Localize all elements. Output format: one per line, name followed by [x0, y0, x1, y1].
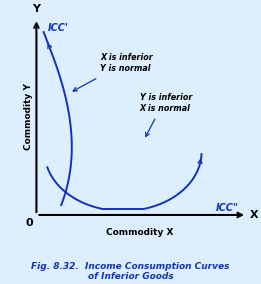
Text: Y is inferior
X is normal: Y is inferior X is normal [140, 93, 192, 113]
Text: 0: 0 [26, 218, 33, 228]
Text: Commodity Y: Commodity Y [24, 83, 33, 150]
Text: Fig. 8.32.  Income Consumption Curves
of Inferior Goods: Fig. 8.32. Income Consumption Curves of … [31, 262, 230, 281]
Text: ICC": ICC" [216, 203, 239, 213]
Text: X: X [250, 210, 259, 220]
Text: X is inferior
Y is normal: X is inferior Y is normal [100, 53, 153, 73]
Text: ICC': ICC' [48, 23, 69, 33]
Text: Commodity X: Commodity X [106, 228, 173, 237]
Text: Y: Y [32, 5, 40, 14]
